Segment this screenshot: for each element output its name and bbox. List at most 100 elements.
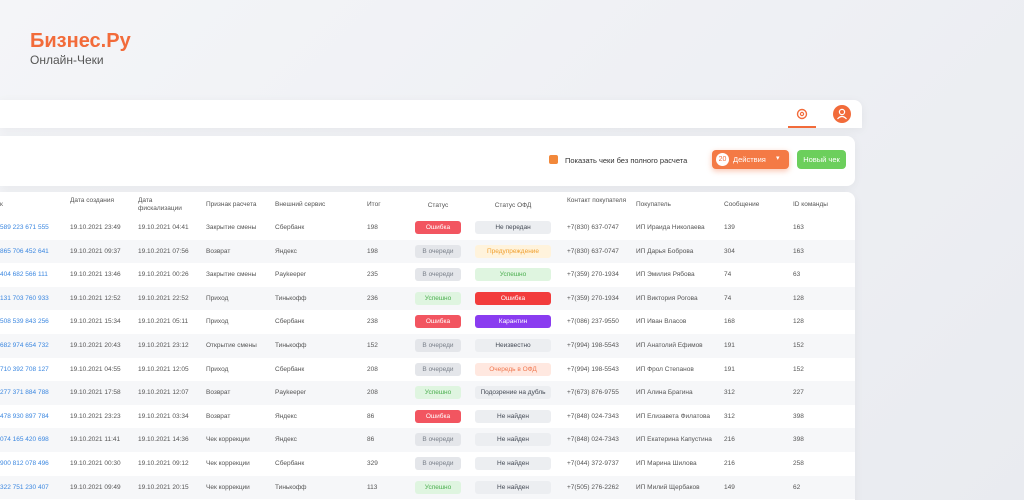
table-cell: 152 xyxy=(793,365,804,373)
table-cell: Приход xyxy=(206,365,229,373)
ofd-status-badge: Успешно xyxy=(475,268,551,282)
table-cell: +7(359) 270-1934 xyxy=(567,271,619,279)
table-cell: Paykeeper xyxy=(275,389,307,397)
ofd-status-badge: Не найден xyxy=(475,457,551,470)
table-cell: +7(830) 637-0747 xyxy=(567,247,619,255)
table-cell: 19.10.2021 23:49 xyxy=(70,224,121,231)
table-cell: 152 xyxy=(367,342,378,349)
column-header: Дата фискализации xyxy=(138,197,182,212)
table-cell: Сбербанк xyxy=(275,365,305,373)
table-cell: Сбербанк xyxy=(275,224,305,231)
table-cell: Тинькофф xyxy=(275,294,307,302)
table-cell: 19.10.2021 14:36 xyxy=(138,436,189,444)
table-cell: Приход xyxy=(206,294,229,302)
receipt-number[interactable]: 900 812 078 496 xyxy=(0,460,49,467)
filter-panel: Показать чеки без полного расчета 20 Дей… xyxy=(0,136,855,186)
avatar[interactable] xyxy=(833,105,851,123)
receipt-number[interactable]: 589 223 671 555 xyxy=(0,224,49,231)
table-cell: Чек коррекции xyxy=(206,483,250,491)
table-cell: 208 xyxy=(367,389,378,397)
checkbox[interactable] xyxy=(549,155,558,164)
receipt-number[interactable]: 404 682 566 111 xyxy=(0,271,48,279)
table-cell: ИП Ираида Николаева xyxy=(636,224,705,231)
table-cell: Возврат xyxy=(206,412,231,420)
receipt-number[interactable]: 710 392 708 127 xyxy=(0,365,49,373)
table-cell: 398 xyxy=(793,412,804,420)
table-cell: Paykeeper xyxy=(275,271,307,279)
table-cell: Чек коррекции xyxy=(206,436,250,444)
table-cell: ИП Фрол Степанов xyxy=(636,365,694,373)
receipt-number[interactable]: 131 703 760 933 xyxy=(0,294,49,302)
status-badge: В очереди xyxy=(415,268,461,282)
ofd-status-badge: Карантин xyxy=(475,315,551,329)
table-cell: 19.10.2021 00:26 xyxy=(138,271,189,279)
table-cell: 191 xyxy=(724,342,735,349)
ofd-status-badge: Не найден xyxy=(475,433,551,447)
table-cell: 19.10.2021 12:52 xyxy=(70,294,121,302)
table-cell: ИП Екатерина Капустина xyxy=(636,436,712,444)
table-cell: +7(848) 024-7343 xyxy=(567,412,619,420)
receipt-number[interactable]: 322 751 230 407 xyxy=(0,483,49,491)
column-header: Итог xyxy=(367,201,381,208)
table-cell: ИП Анатолий Ефимов xyxy=(636,342,703,349)
table-cell: +7(086) 237-9550 xyxy=(567,318,619,326)
table-cell: Сбербанк xyxy=(275,460,305,467)
settings-icon[interactable] xyxy=(795,107,809,121)
actions-label: Действия xyxy=(733,155,766,164)
table-cell: 74 xyxy=(724,271,732,279)
receipt-number[interactable]: 865 706 452 641 xyxy=(0,247,49,255)
table-cell: 19.10.2021 03:34 xyxy=(138,412,189,420)
table-cell: +7(044) 372-9737 xyxy=(567,460,619,467)
table-cell: ИП Марина Шилова xyxy=(636,460,697,467)
table-cell: 149 xyxy=(724,483,735,491)
table-cell: 113 xyxy=(367,483,378,491)
table-cell: 19.10.2021 05:11 xyxy=(138,318,189,326)
table-cell: 19.10.2021 09:49 xyxy=(70,483,121,491)
receipt-number[interactable]: 277 371 884 788 xyxy=(0,389,49,397)
table-cell: 312 xyxy=(724,389,735,397)
table-cell: Сбербанк xyxy=(275,318,305,326)
table-cell: 19.10.2021 23:12 xyxy=(138,342,189,349)
column-header: к xyxy=(0,201,3,208)
receipt-number[interactable]: 478 930 897 784 xyxy=(0,412,49,420)
column-header: Статус xyxy=(427,202,449,209)
table-cell: Возврат xyxy=(206,247,231,255)
table-cell: 216 xyxy=(724,436,735,444)
table-cell: 19.10.2021 12:05 xyxy=(138,365,189,373)
checkbox-label: Показать чеки без полного расчета xyxy=(565,156,688,165)
receipt-number[interactable]: 508 539 843 256 xyxy=(0,318,49,326)
tab-indicator xyxy=(788,126,816,128)
table-cell: 398 xyxy=(793,436,804,444)
table-cell: Яндекс xyxy=(275,247,297,255)
status-badge: Успешно xyxy=(415,386,461,400)
table-cell: 216 xyxy=(724,460,735,467)
table-cell: Чек коррекции xyxy=(206,460,250,467)
table-cell: 312 xyxy=(724,412,735,420)
table-cell: 236 xyxy=(367,294,378,302)
table-cell: 163 xyxy=(793,224,804,231)
table-cell: Яндекс xyxy=(275,436,297,444)
table-cell: Яндекс xyxy=(275,412,297,420)
ofd-status-badge: Неизвестно xyxy=(475,339,551,352)
table-cell: 19.10.2021 07:56 xyxy=(138,247,189,255)
table-cell: 86 xyxy=(367,412,375,420)
actions-button[interactable]: 20 Действия ▾ xyxy=(712,150,789,169)
table-cell: 19.10.2021 00:30 xyxy=(70,460,121,467)
table-cell: 19.10.2021 15:34 xyxy=(70,318,121,326)
table-cell: +7(848) 024-7343 xyxy=(567,436,619,444)
table-cell: ИП Милий Щербаков xyxy=(636,483,700,491)
receipts-table: к Дата создания Дата фискализации Признак р… xyxy=(0,192,855,500)
column-header: Признак расчета xyxy=(206,201,257,208)
status-badge: Ошибка xyxy=(415,409,461,423)
brand-title: Бизнес.Ру xyxy=(30,30,131,52)
table-cell: 19.10.2021 22:52 xyxy=(138,294,189,302)
receipt-number[interactable]: 682 974 654 732 xyxy=(0,342,49,349)
table-cell: 19.10.2021 09:37 xyxy=(70,247,121,255)
new-receipt-button[interactable]: Новый чек xyxy=(797,150,846,169)
table-cell: 163 xyxy=(793,247,804,255)
table-cell: 19.10.2021 12:07 xyxy=(138,389,189,397)
table-cell: ИП Иван Власов xyxy=(636,318,687,326)
table-cell: 62 xyxy=(793,483,801,491)
receipt-number[interactable]: 074 165 420 698 xyxy=(0,436,49,444)
